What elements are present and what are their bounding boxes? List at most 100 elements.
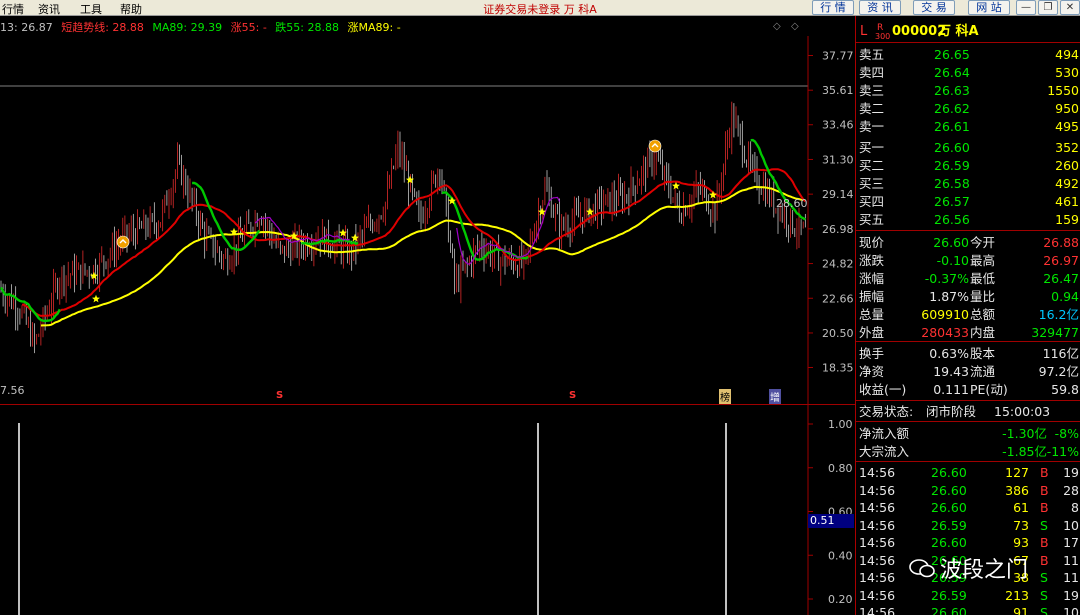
tab-info-button[interactable]: 资 讯 [859, 0, 901, 15]
tick-price: 26.60 [931, 500, 967, 515]
event-marker-zeng[interactable]: 增 [769, 389, 781, 404]
sell-order-row[interactable]: 卖四 26.64 530 [856, 64, 1080, 81]
tick-count: 28 [1063, 482, 1079, 498]
event-marker-s[interactable]: S [276, 390, 284, 401]
stat-label: 总量 [859, 307, 885, 322]
sell-order-row[interactable]: 卖五 26.65 494 [856, 46, 1080, 63]
buy-order-row[interactable]: 买五 26.56 159 [856, 211, 1080, 228]
panel-divider [0, 404, 855, 405]
tick-count: 8 [1071, 500, 1079, 515]
legend-fall55: 跌55: 28.88 [275, 21, 339, 34]
flow-label: 大宗流入 [859, 444, 910, 459]
close-button[interactable]: ✕ [1060, 0, 1080, 15]
tick-side: S [1040, 517, 1048, 533]
indicator-current-value: 0.51 [808, 514, 854, 528]
tick-row[interactable]: 14:56 26.59 38 S 11 [856, 569, 1080, 586]
star-icon [406, 175, 414, 184]
tick-side: S [1040, 605, 1048, 615]
tick-price: 26.60 [931, 535, 967, 550]
stat-label: 净资 [859, 364, 885, 379]
menu-info[interactable]: 资讯 [38, 3, 60, 16]
stock-flag: L [860, 24, 868, 39]
stat-label: 股本 [970, 346, 996, 361]
tick-side: S [1040, 587, 1048, 603]
tick-price: 26.60 [931, 605, 967, 615]
stock-header: L R 300 000002 万 科A [856, 22, 1080, 42]
stat-value: -0.37% [924, 271, 969, 286]
legend-rise-ma89: 涨MA89: - [347, 21, 401, 34]
stat-row: 振幅 1.87% 量比 0.94 [856, 288, 1080, 305]
order-volume: 260 [1055, 158, 1079, 173]
minimize-button[interactable]: — [1016, 0, 1036, 15]
buy-signal-icon [648, 139, 662, 153]
ma-green-line [192, 181, 261, 252]
stat-value: 1.87% [929, 289, 969, 304]
tick-side: B [1040, 500, 1049, 515]
stat-row: 外盘 280433 内盘 329477 [856, 324, 1080, 341]
tick-row[interactable]: 14:56 26.60 93 B 17 [856, 534, 1080, 551]
ma-green-line [300, 238, 359, 246]
tick-count: 11 [1063, 552, 1079, 568]
legend-up-arrow-icon[interactable]: ◇ [773, 21, 781, 32]
stat-label: 总额 [970, 307, 996, 322]
order-label: 卖四 [859, 65, 885, 80]
tab-website-button[interactable]: 网 站 [968, 0, 1010, 15]
legend-date-value: 13: 26.87 [0, 21, 53, 34]
tick-row[interactable]: 14:56 26.60 61 B 8 [856, 499, 1080, 516]
menu-market[interactable]: 行情 [2, 3, 24, 16]
stat-row: 总量 609910 总额 16.2亿 [856, 306, 1080, 323]
tab-market-button[interactable]: 行 情 [812, 0, 854, 15]
tick-row[interactable]: 14:56 26.60 91 S 10 [856, 604, 1080, 615]
tick-time: 14:56 [859, 535, 896, 550]
legend-down-arrow-icon[interactable]: ◇ [791, 21, 799, 32]
order-label: 买三 [859, 176, 885, 191]
buy-order-row[interactable]: 买二 26.59 260 [856, 157, 1080, 174]
event-marker-s[interactable]: S [569, 390, 577, 401]
menu-help[interactable]: 帮助 [120, 3, 142, 16]
sell-order-row[interactable]: 卖三 26.63 1550 [856, 82, 1080, 99]
sell-order-row[interactable]: 卖二 26.62 950 [856, 100, 1080, 117]
volume-tick-label: 0.40 [828, 549, 853, 562]
ma-purple-line [254, 216, 350, 243]
tick-volume: 386 [1005, 482, 1029, 498]
tab-trade-button[interactable]: 交 易 [913, 0, 955, 15]
tick-row[interactable]: 14:56 26.59 73 S 10 [856, 517, 1080, 534]
stat-value: 26.97 [1043, 253, 1079, 268]
tick-time: 14:56 [859, 500, 896, 515]
stat-value: 280433 [921, 325, 969, 340]
order-label: 买一 [859, 140, 885, 155]
price-tick-label: 29.14 [822, 188, 854, 201]
tick-row[interactable]: 14:56 26.60 127 B 19 [856, 464, 1080, 481]
tick-row[interactable]: 14:56 26.60 67 B 11 [856, 552, 1080, 569]
indicator-panel[interactable]: 1.000.800.600.400.20 [0, 405, 855, 615]
order-label: 卖五 [859, 47, 885, 62]
tick-volume: 61 [1013, 500, 1029, 515]
tick-count: 19 [1063, 587, 1079, 603]
buy-order-row[interactable]: 买三 26.58 492 [856, 175, 1080, 192]
stat-value: 97.2亿 [1038, 364, 1079, 379]
low-price-label: 7.56 [0, 384, 25, 397]
kline-chart[interactable]: 37.77 35.61 33.46 31.30 29.14 26.98 24.82 22.66… [0, 36, 855, 406]
order-price: 26.64 [934, 65, 970, 80]
order-label: 买二 [859, 158, 885, 173]
sell-order-row[interactable]: 卖一 26.61 495 [856, 118, 1080, 135]
tick-row[interactable]: 14:56 26.60 386 B 28 [856, 482, 1080, 499]
menu-tools[interactable]: 工具 [80, 3, 102, 16]
tick-price: 26.59 [931, 587, 967, 603]
watermark-text: 波段之门 [940, 558, 1029, 583]
star-icon [90, 271, 98, 280]
tick-volume: 213 [1005, 587, 1029, 603]
buy-order-row[interactable]: 买一 26.60 352 [856, 139, 1080, 156]
restore-button[interactable]: ❐ [1038, 0, 1058, 15]
stat-value: 16.2亿 [1038, 307, 1079, 322]
buy-order-row[interactable]: 买四 26.57 461 [856, 193, 1080, 210]
flow-pct: -8% [1054, 426, 1079, 441]
event-marker-bang[interactable]: 榜 [719, 389, 731, 404]
tick-row[interactable]: 14:56 26.59 213 S 19 [856, 587, 1080, 604]
tick-time: 14:56 [859, 587, 896, 603]
stat-label: 量比 [970, 289, 996, 304]
stat-value: 0.94 [1051, 289, 1079, 304]
tick-count: 10 [1063, 605, 1079, 615]
order-price: 26.59 [934, 158, 970, 173]
tick-time: 14:56 [859, 570, 896, 585]
